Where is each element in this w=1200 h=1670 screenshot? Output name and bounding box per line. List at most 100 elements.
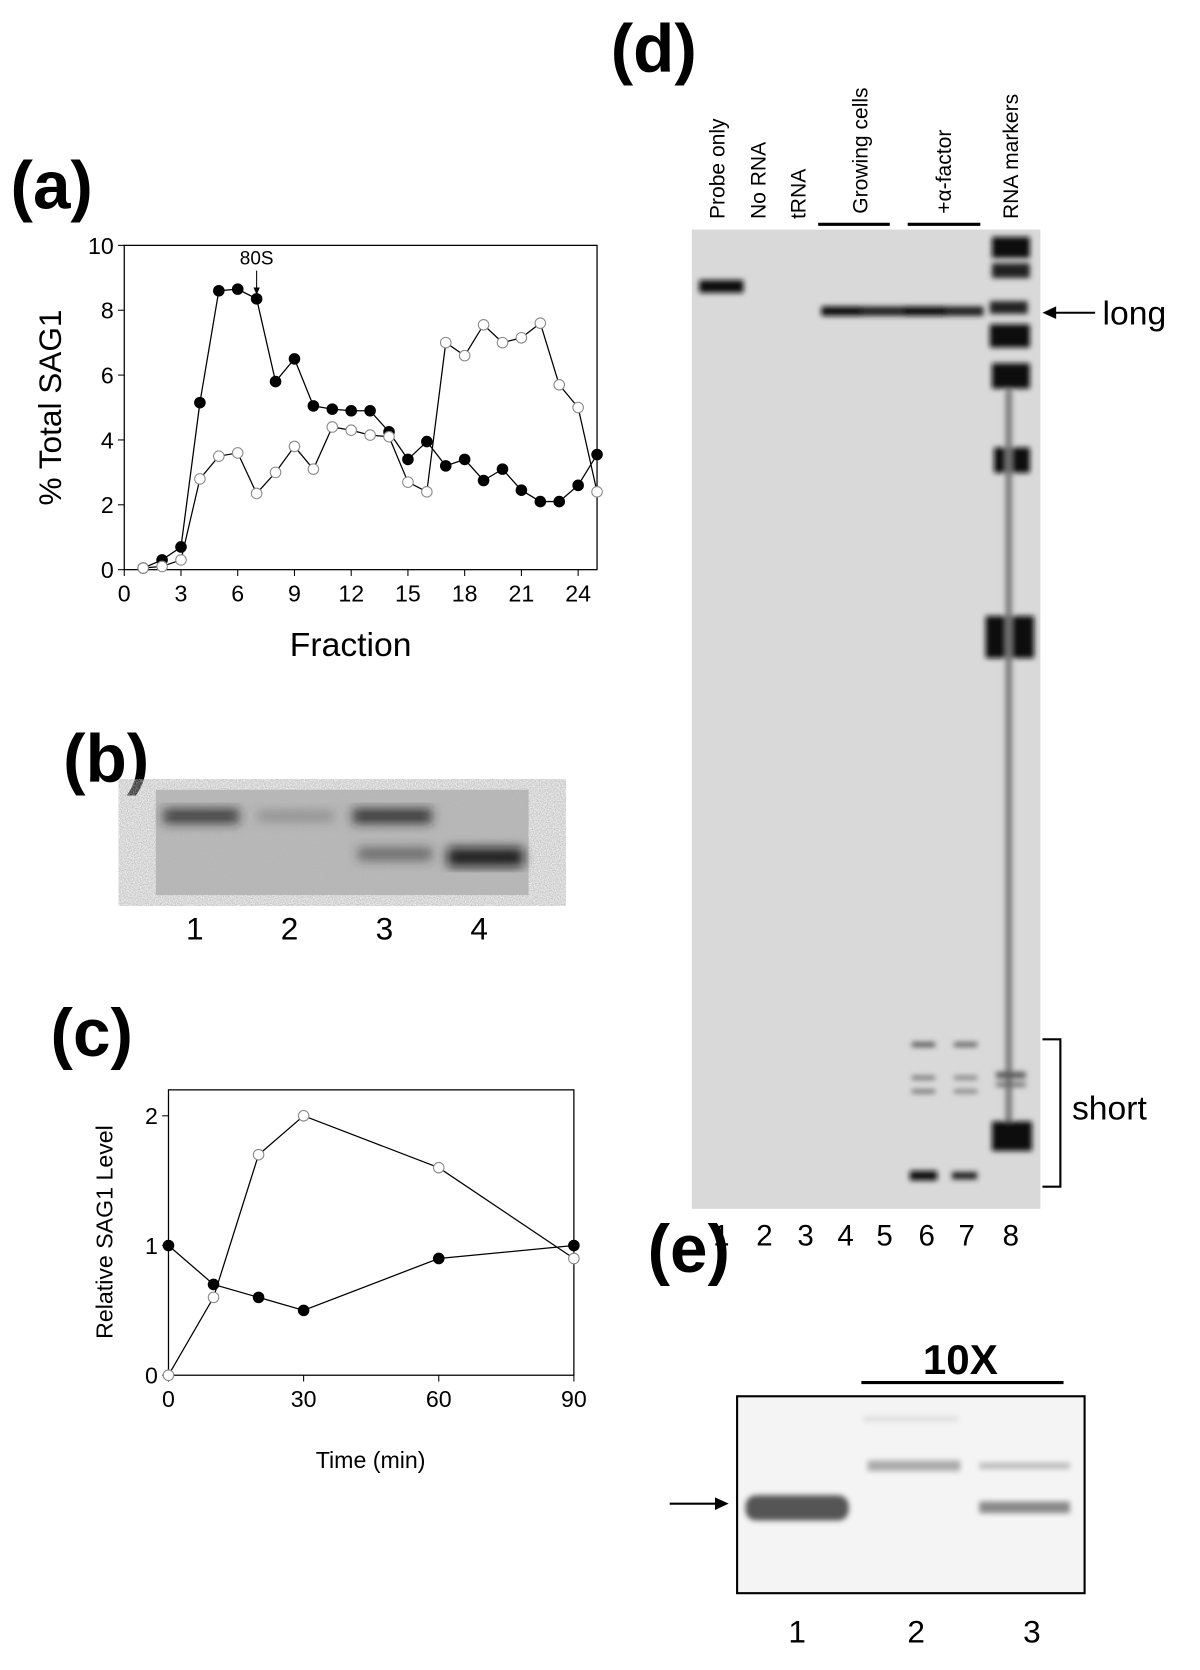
data-point [288, 353, 301, 365]
lane-labels: 1 2 3 4 5 6 7 8 [713, 1220, 1019, 1253]
data-point [402, 453, 414, 466]
lane-label: 1 [186, 910, 204, 946]
plot-frame [167, 1089, 575, 1376]
x-tick-label: 21 [509, 580, 535, 606]
column-label: RNA markers [1000, 94, 1023, 219]
data-point [194, 473, 206, 485]
panel-label: (b) [63, 721, 149, 796]
x-tick-label: 3 [175, 580, 188, 606]
data-point [402, 476, 414, 488]
data-point [439, 336, 452, 349]
series-line [168, 1244, 574, 1312]
bracket [1042, 1038, 1062, 1188]
annotation: 80S [240, 248, 274, 269]
data-point [252, 1291, 265, 1304]
gel-d: Probe only No RNA tRNA Growing cells +α-… [691, 87, 1166, 1253]
data-point [496, 463, 509, 475]
data-point [250, 293, 263, 305]
gel-b: 1 2 3 4 [155, 789, 529, 946]
short-label: short [1072, 1090, 1148, 1127]
lane-label: 5 [876, 1220, 892, 1253]
data-point [252, 1148, 265, 1161]
x-tick-label: 24 [565, 580, 591, 606]
data-point [421, 435, 433, 448]
column-label: Probe only [706, 118, 729, 219]
data-point [175, 541, 187, 553]
gel [736, 1395, 1086, 1595]
data-point [364, 429, 376, 441]
data-point [345, 404, 357, 417]
data-point [515, 331, 528, 344]
data-point [250, 487, 263, 500]
data-point [432, 1161, 445, 1174]
arrow-head [1042, 306, 1057, 320]
data-point [572, 479, 584, 492]
x-tick-label: 12 [338, 580, 364, 606]
gel-e: 10X 1 2 3 [669, 1336, 1086, 1650]
data-point [156, 560, 168, 573]
y-axis-label: Relative SAG1 Level [92, 1125, 118, 1339]
x-tick-label: 6 [231, 580, 244, 606]
y-tick-label: 1 [145, 1233, 158, 1259]
data-point [288, 440, 301, 453]
x-tick-label: 0 [118, 580, 131, 606]
y-tick-label: 6 [101, 363, 114, 389]
y-tick-label: 0 [145, 1363, 158, 1389]
content: (a) (b) (c) (d) (e) 1 2 3 4 Probe only N… [11, 12, 1167, 1650]
data-point [534, 317, 547, 329]
series-line [167, 1115, 575, 1376]
panel-label: (c) [51, 996, 133, 1071]
long-label: long [1102, 295, 1166, 332]
annotation-arrowhead [253, 287, 260, 295]
data-point [553, 495, 566, 508]
column-label: +α-factor [933, 130, 956, 214]
x-tick-label: 15 [395, 580, 421, 606]
x-tick-label: 9 [288, 580, 301, 606]
series-line [143, 322, 598, 569]
panel-label: (a) [11, 148, 93, 223]
bands [745, 1416, 1070, 1521]
data-point [137, 562, 149, 574]
y-tick-label: 4 [101, 427, 114, 453]
series-line [142, 288, 598, 569]
gel [691, 229, 1041, 1209]
data-point [364, 404, 376, 417]
lane-label: 4 [470, 910, 488, 946]
lane-label: 7 [958, 1220, 974, 1253]
lane-label: 4 [837, 1220, 853, 1253]
column-label: tRNA [788, 169, 811, 219]
bands [163, 808, 524, 867]
data-point [213, 284, 225, 297]
data-point [213, 450, 225, 462]
lane-label: 3 [797, 1220, 813, 1253]
header: 10X [923, 1336, 998, 1383]
lane-label: 2 [281, 910, 299, 946]
y-axis-label: % Total SAG1 [32, 310, 68, 506]
x-tick-label: 60 [426, 1386, 452, 1412]
data-point [297, 1304, 310, 1317]
data-point [421, 486, 433, 498]
column-label: Growing cells [850, 87, 873, 213]
lane-label: 1 [788, 1614, 806, 1650]
x-tick-label: 30 [291, 1386, 317, 1412]
data-point [572, 401, 584, 414]
lane-label: 8 [1003, 1220, 1019, 1253]
data-point [162, 1239, 175, 1252]
column-label: No RNA [748, 142, 771, 219]
data-point [326, 403, 339, 415]
data-point [207, 1291, 220, 1304]
y-tick-label: 10 [88, 233, 114, 259]
panel-label: (d) [611, 12, 697, 87]
data-point [553, 379, 566, 391]
y-tick-label: 0 [101, 557, 114, 583]
data-point [231, 447, 244, 459]
data-point [568, 1239, 580, 1252]
x-tick-label: 18 [452, 580, 478, 606]
data-point [162, 1369, 175, 1382]
data-point [591, 486, 603, 498]
panel-label: (e) [648, 1212, 730, 1287]
data-point [194, 396, 206, 409]
data-point [591, 448, 603, 461]
data-point [458, 453, 471, 466]
